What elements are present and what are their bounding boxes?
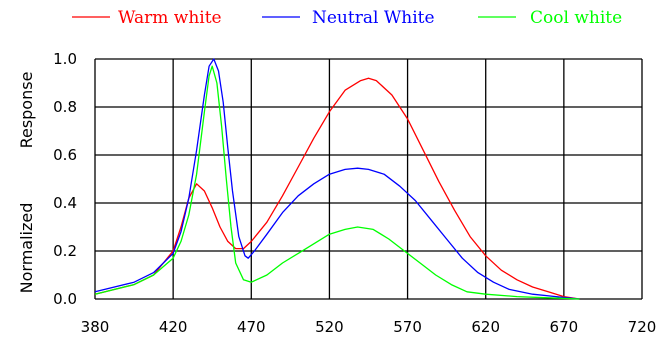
y-tick-labels: 0.0 0.2 0.4 0.6 0.8 1.0: [53, 50, 77, 308]
series-line-1: [94, 77, 580, 300]
x-tick-label: 620: [471, 318, 500, 336]
y-tick-label: 1.0: [53, 50, 77, 68]
y-tick-label: 0.0: [53, 290, 77, 308]
y-tick-label: 0.2: [53, 242, 77, 260]
x-tick-label: 520: [315, 318, 344, 336]
x-tick-label: 380: [81, 318, 110, 336]
x-tick-label: 670: [550, 318, 579, 336]
y-tick-label: 0.8: [53, 98, 77, 116]
x-tick-label: 720: [628, 318, 657, 336]
series-line-3: [94, 65, 580, 300]
series-line-2: [94, 58, 580, 300]
y-axis-title-part-1: Normalized: [17, 203, 36, 294]
y-axis-title-part-2: Response: [17, 72, 36, 149]
grid: [94, 58, 643, 300]
legend-label-2: Neutral White: [312, 8, 435, 28]
x-tick-labels: 380 420 470 520 570 620 670 720: [81, 318, 657, 336]
y-axis-title: Normalized Response: [17, 72, 36, 294]
series-layer: [94, 58, 580, 300]
x-tick-label: 420: [159, 318, 188, 336]
y-tick-label: 0.4: [53, 194, 77, 212]
y-tick-label: 0.6: [53, 146, 77, 164]
x-tick-label: 570: [393, 318, 422, 336]
x-tick-label: 470: [237, 318, 266, 336]
legend: Warm white Neutral White Cool white: [72, 8, 622, 28]
legend-label-1: Warm white: [118, 8, 222, 28]
legend-label-3: Cool white: [530, 8, 622, 28]
